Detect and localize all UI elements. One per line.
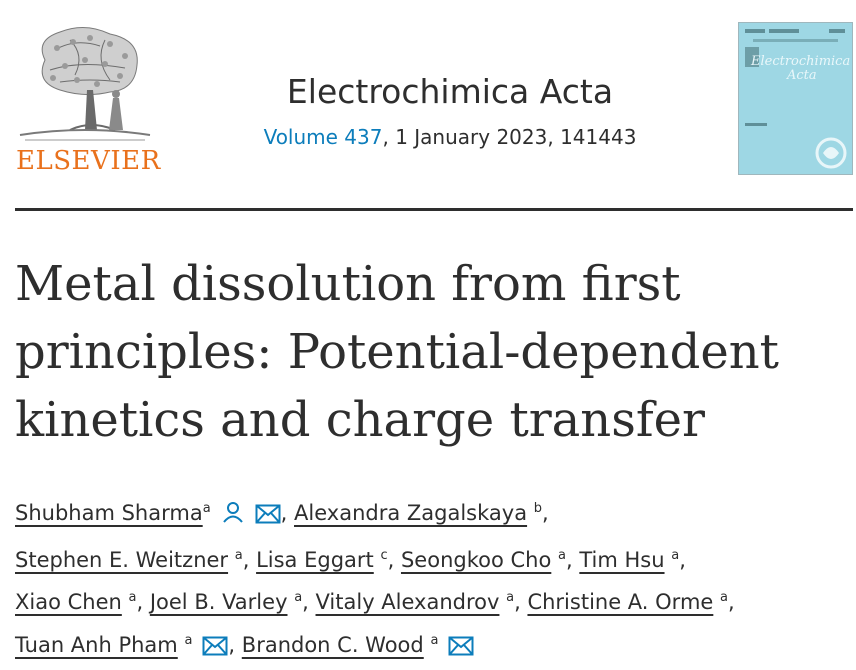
author-line: Tuan Anh Pham a, Brandon C. Wood a (15, 624, 845, 670)
header-divider (15, 208, 853, 211)
affiliation-marker[interactable]: a (129, 590, 137, 605)
elsevier-tree-icon (15, 20, 155, 145)
email-icon[interactable] (448, 628, 474, 670)
elsevier-wordmark: ELSEVIER (16, 146, 156, 176)
affiliation-marker[interactable]: a (671, 548, 679, 563)
author-link[interactable]: Shubham Sharma (15, 501, 203, 525)
cover-journal-title: Electrochimica Acta (751, 55, 846, 83)
email-icon[interactable] (255, 496, 281, 539)
author-line: Xiao Chen a, Joel B. Varley a, Vitaly Al… (15, 581, 845, 624)
author-link[interactable]: Xiao Chen (15, 590, 122, 614)
affiliation-marker[interactable]: c (380, 548, 387, 563)
author-link[interactable]: Joel B. Varley (150, 590, 288, 614)
affiliation-marker[interactable]: a (184, 633, 192, 648)
email-icon[interactable] (202, 628, 228, 670)
journal-cover-thumbnail[interactable]: Electrochimica Acta (738, 22, 853, 175)
author-line: Stephen E. Weitzner a, Lisa Eggart c, Se… (15, 539, 845, 582)
author-link[interactable]: Alexandra Zagalskaya (294, 501, 527, 525)
journal-citation: Volume 437, 1 January 2023, 141443 (180, 125, 720, 149)
journal-header: Electrochimica Acta Volume 437, 1 Januar… (180, 72, 720, 149)
cover-art (739, 23, 852, 174)
author-link[interactable]: Vitaly Alexandrov (316, 590, 500, 614)
affiliation-marker[interactable]: a (203, 501, 211, 516)
person-icon[interactable] (221, 496, 245, 539)
author-link[interactable]: Christine A. Orme (527, 590, 713, 614)
citation-details: , 1 January 2023, 141443 (382, 125, 636, 149)
affiliation-marker[interactable]: a (294, 590, 302, 605)
author-link[interactable]: Brandon C. Wood (242, 633, 424, 657)
author-link[interactable]: Tuan Anh Pham (15, 633, 178, 657)
affiliation-marker[interactable]: a (558, 548, 566, 563)
affiliation-marker[interactable]: a (506, 590, 514, 605)
article-title: Metal dissolution from first principles:… (15, 250, 845, 454)
author-line: Shubham Sharmaa, Alexandra Zagalskaya b, (15, 492, 845, 539)
affiliation-marker[interactable]: a (430, 633, 438, 648)
author-link[interactable]: Tim Hsu (579, 548, 664, 572)
author-link[interactable]: Seongkoo Cho (401, 548, 551, 572)
journal-title[interactable]: Electrochimica Acta (180, 72, 720, 111)
author-list: Shubham Sharmaa, Alexandra Zagalskaya b,… (15, 492, 845, 670)
affiliation-marker[interactable]: a (235, 548, 243, 563)
volume-link[interactable]: Volume 437 (264, 125, 383, 149)
affiliation-marker[interactable]: a (720, 590, 728, 605)
author-link[interactable]: Stephen E. Weitzner (15, 548, 228, 572)
affiliation-marker[interactable]: b (534, 501, 542, 516)
author-link[interactable]: Lisa Eggart (256, 548, 374, 572)
